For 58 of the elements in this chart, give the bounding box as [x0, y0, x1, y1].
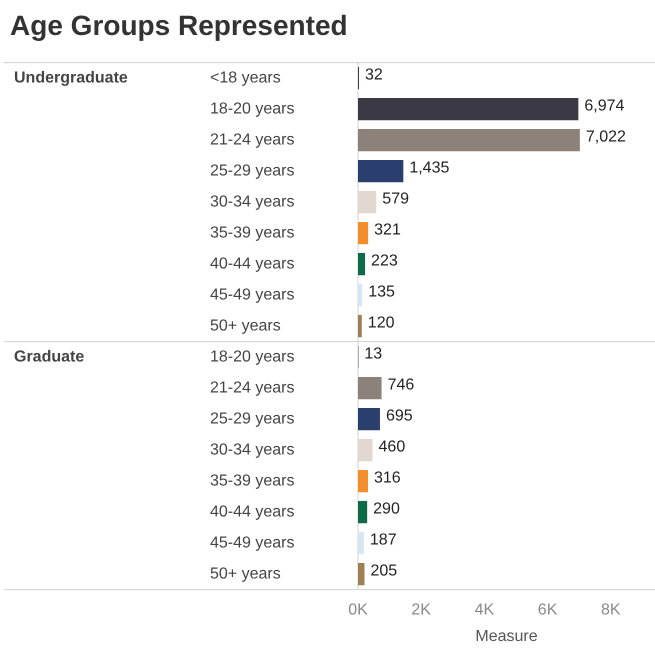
y-tick-label: 21-24 years	[210, 132, 294, 149]
data-label: 223	[371, 252, 398, 270]
x-tick-label: 6K	[538, 602, 558, 619]
y-tick-label: 40-44 years	[210, 256, 294, 273]
chart-title: Age Groups Represented	[9, 9, 349, 43]
bar	[358, 252, 366, 276]
data-label: 7,022	[586, 128, 626, 146]
y-tick-label: 21-24 years	[210, 380, 294, 397]
bar	[358, 98, 578, 120]
bar	[358, 160, 404, 182]
bar	[358, 470, 368, 492]
data-label: 13	[364, 346, 382, 363]
y-tick-label: 40-44 years	[210, 504, 294, 521]
data-label: 579	[382, 190, 410, 208]
bar	[358, 500, 368, 524]
bar	[358, 408, 380, 430]
bar	[358, 190, 376, 214]
y-tick-label: 50+ years	[210, 566, 281, 583]
data-label: 321	[374, 222, 401, 239]
data-label: 460	[378, 438, 406, 456]
text: Undergraduate	[14, 70, 128, 87]
y-tick-label: 35-39 years	[210, 472, 294, 490]
x-axis-title: Measure	[475, 628, 538, 645]
x-tick-label: 0K	[348, 602, 368, 619]
x-tick-label: 8K	[600, 602, 621, 619]
y-tick-label: 25-29 years	[210, 162, 294, 180]
bar	[358, 376, 382, 400]
y-tick-label: 18-20 years	[210, 100, 294, 118]
y-tick-label: 50+ years	[210, 318, 281, 335]
y-tick-label: 18-20 years	[210, 348, 294, 366]
bar	[358, 438, 373, 462]
text: Graduate	[14, 348, 84, 366]
data-label: 316	[374, 470, 401, 487]
y-tick-label: 25-29 years	[210, 410, 294, 428]
data-label: 1,435	[409, 160, 450, 177]
bar	[358, 128, 580, 152]
data-label: 695	[386, 408, 413, 425]
y-tick-label: 35-39 years	[210, 224, 294, 242]
data-label: 32	[365, 66, 383, 84]
y-tick-label: 30-34 years	[210, 194, 294, 211]
bar	[358, 284, 362, 306]
y-tick-label: 30-34 years	[210, 442, 294, 459]
data-label: 205	[370, 562, 398, 580]
data-label: 120	[368, 314, 395, 332]
bar	[358, 314, 362, 338]
x-tick-label: 2K	[411, 602, 432, 619]
data-label: 6,974	[584, 98, 624, 115]
data-label: 187	[370, 532, 397, 549]
bar	[358, 222, 368, 244]
y-tick-label: 45-49 years	[210, 286, 294, 304]
bar	[358, 532, 364, 554]
data-label: 746	[388, 376, 414, 394]
data-label: 290	[373, 500, 400, 518]
bar	[358, 562, 364, 586]
data-label: 135	[368, 284, 396, 301]
y-tick-label: 45-49 years	[210, 534, 294, 552]
x-tick-label: 4K	[474, 602, 494, 619]
y-tick-label: <18 years	[210, 70, 281, 87]
